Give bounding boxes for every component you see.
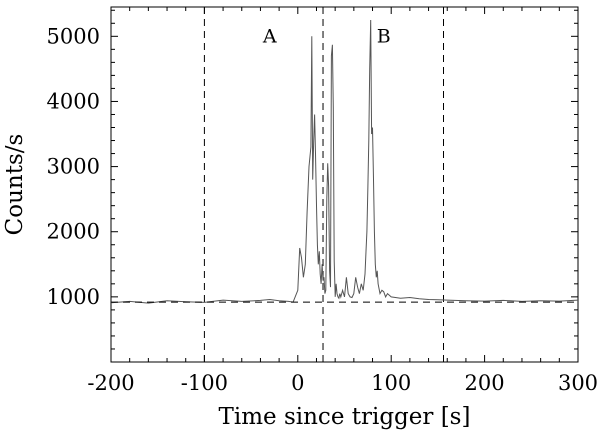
x-tick-label: -100 — [181, 371, 228, 395]
y-tick-label: 1000 — [47, 285, 100, 309]
region-label-b: B — [377, 25, 391, 47]
x-tick-label: -200 — [87, 371, 134, 395]
x-tick-label: 300 — [558, 371, 598, 395]
plot-frame — [110, 6, 579, 363]
x-axis-title: Time since trigger [s] — [219, 404, 471, 430]
y-tick-label: 2000 — [47, 220, 100, 244]
light-curve-line — [110, 19, 579, 304]
y-tick-label: 4000 — [47, 89, 100, 113]
x-tick-label: 100 — [371, 371, 411, 395]
x-tick-label: 200 — [465, 371, 505, 395]
y-axis-title: Counts/s — [2, 134, 28, 236]
x-tick-label: 0 — [291, 371, 304, 395]
region-label-a: A — [262, 25, 277, 47]
y-tick-label: 5000 — [47, 24, 100, 48]
y-tick-label: 3000 — [47, 155, 100, 179]
